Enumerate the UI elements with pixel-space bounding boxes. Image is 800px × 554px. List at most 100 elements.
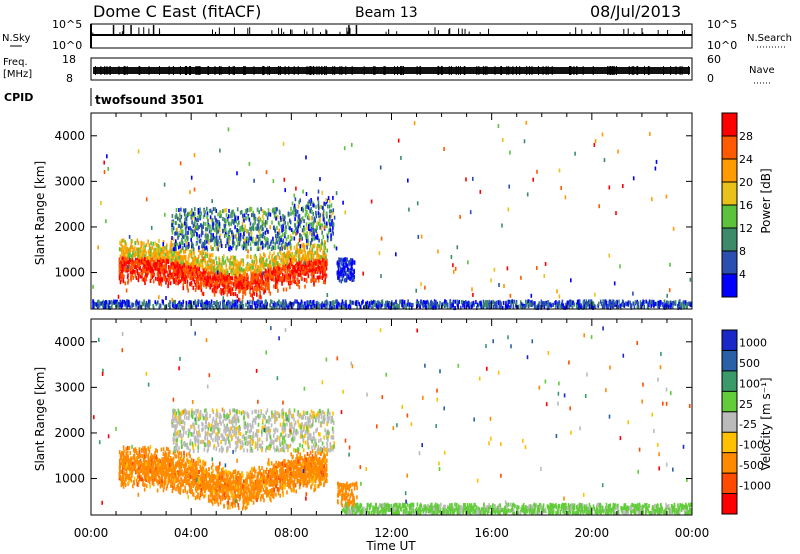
power-cell [173, 269, 175, 273]
power-cell [147, 259, 150, 264]
power-cell [236, 294, 239, 299]
power-cell [142, 267, 144, 272]
power-cell [258, 269, 260, 274]
power-cell [144, 281, 146, 286]
power-cell [387, 302, 389, 307]
power-cell [310, 222, 312, 227]
power-cell [236, 228, 239, 233]
power-cell [191, 220, 193, 225]
power-cell [253, 259, 255, 264]
power-cell [236, 268, 238, 273]
power-cell [340, 269, 342, 274]
power-cell [305, 243, 308, 247]
power-cell [262, 244, 265, 249]
power-cell [234, 261, 236, 266]
power-cell [208, 272, 211, 277]
power-cell [150, 266, 153, 271]
power-cell [254, 280, 256, 285]
power-cell [92, 304, 94, 309]
power-cell [273, 225, 275, 230]
power-cell [143, 299, 145, 304]
power-cell [274, 207, 276, 212]
power-cell [180, 302, 183, 307]
power-cell [226, 240, 228, 245]
power-cell [317, 301, 320, 306]
power-cell [239, 286, 241, 291]
power-cell [247, 215, 249, 220]
power-cell [322, 217, 325, 222]
power-cell [191, 241, 193, 246]
power-cell [293, 268, 296, 273]
power-cell [309, 254, 312, 259]
power-cell [196, 271, 198, 276]
power-cell [248, 263, 251, 268]
power-cell [214, 207, 217, 212]
power-cell [171, 223, 173, 228]
power-cell [247, 241, 249, 246]
power-cell [324, 280, 326, 285]
power-cell [293, 206, 295, 211]
power-cell [221, 263, 223, 268]
power-cell [281, 281, 283, 286]
power-cell [231, 276, 234, 281]
power-cell [592, 301, 595, 306]
power-cell [262, 227, 264, 232]
power-cell [276, 270, 279, 275]
power-cell [215, 221, 217, 226]
power-cell [498, 283, 500, 287]
power-cell [264, 304, 267, 309]
power-cell [254, 286, 256, 291]
power-cell [338, 278, 341, 283]
power-cell [275, 269, 277, 274]
power-cell [651, 302, 654, 307]
power-cell [274, 207, 277, 212]
power-cell [180, 305, 183, 310]
power-cell [266, 281, 269, 285]
power-cell [486, 301, 489, 305]
power-cell [512, 301, 515, 306]
power-cell [299, 249, 302, 254]
power-cell [232, 282, 235, 287]
power-cell [164, 263, 166, 268]
power-cell [163, 246, 166, 251]
power-cell [321, 270, 324, 275]
power-cell [238, 261, 240, 266]
power-cell [347, 304, 350, 309]
power-cell [370, 199, 373, 204]
power-cell [150, 269, 153, 274]
power-cell [329, 222, 331, 227]
power-cell [133, 247, 136, 252]
power-cell [510, 300, 512, 304]
power-cell [141, 250, 143, 255]
power-cell [175, 214, 178, 219]
power-cell [240, 210, 243, 214]
power-cell [211, 238, 213, 242]
power-cell [493, 302, 496, 307]
power-cell [312, 253, 314, 258]
power-cell [147, 255, 149, 260]
power-cell [228, 236, 231, 241]
power-cell [286, 257, 288, 262]
power-cell [122, 260, 124, 265]
power-cell [316, 263, 319, 267]
power-cell [593, 143, 596, 147]
power-cell [278, 305, 281, 310]
power-cell [212, 233, 214, 238]
power-cell [561, 305, 563, 310]
power-cell [160, 267, 162, 272]
power-cell [325, 198, 327, 202]
power-cell [179, 217, 181, 222]
power-cell [293, 265, 295, 270]
power-cell [162, 249, 165, 254]
power-cell [323, 257, 326, 262]
power-cell [284, 244, 287, 249]
power-cell [298, 200, 300, 205]
power-cell [240, 281, 242, 286]
power-cell [219, 238, 222, 243]
power-cell [593, 304, 596, 309]
power-cell [236, 299, 239, 304]
power-cell [205, 236, 207, 241]
power-cell [213, 236, 215, 241]
power-cell [502, 300, 505, 305]
power-cell [445, 303, 447, 308]
